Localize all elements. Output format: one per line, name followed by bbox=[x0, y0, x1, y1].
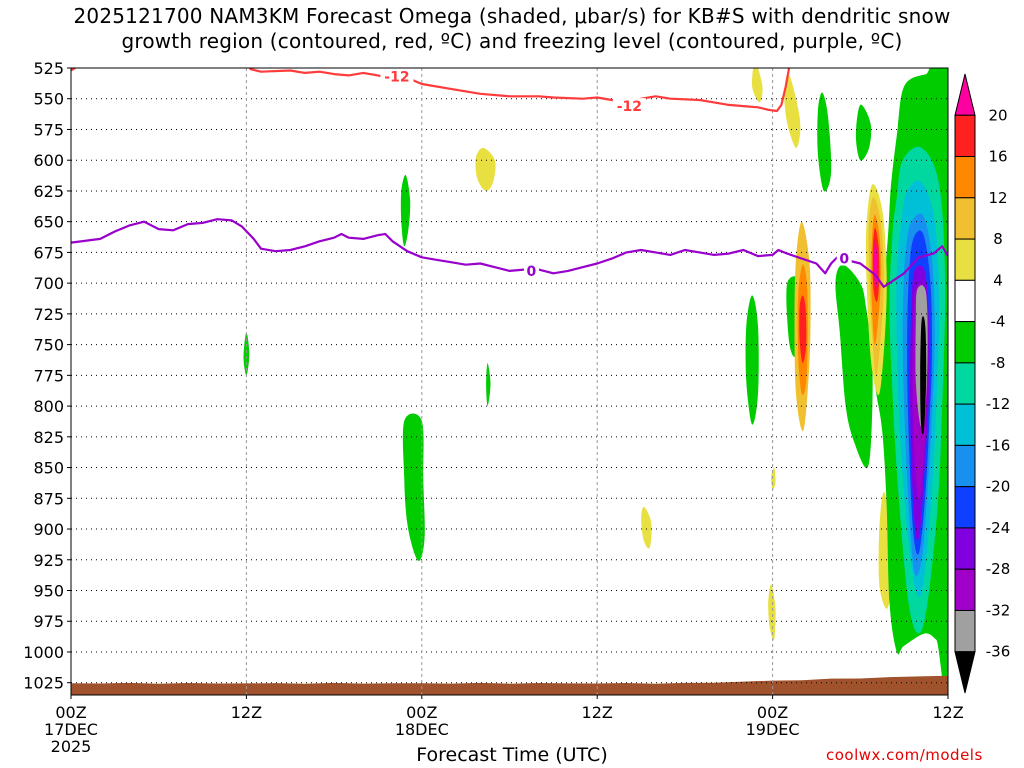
dgz-contour-label-0: -12 bbox=[384, 70, 409, 86]
y-axis: 525 550 575 600 625 650 675 700 725 750 775 800 825 8… bbox=[23, 59, 71, 693]
colorbar-swatch-9 bbox=[954, 444, 976, 488]
colorbar-swatch-7 bbox=[954, 362, 976, 405]
omega-region-7 bbox=[835, 264, 873, 469]
colorbar-label--16: -16 bbox=[986, 436, 1011, 454]
y-tick-label-625: 625 bbox=[33, 182, 64, 201]
omega-region-0 bbox=[400, 174, 411, 247]
freezing-contour-label-1: 0 bbox=[839, 252, 849, 268]
colorbar-swatch-2 bbox=[954, 156, 976, 199]
colorbar-label--8: -8 bbox=[991, 354, 1006, 372]
x-tick-label-60-0: 12Z bbox=[932, 703, 963, 722]
y-tick-label-975: 975 bbox=[33, 612, 64, 631]
y-tick-label-675: 675 bbox=[33, 243, 64, 262]
colorbar-swatch-3 bbox=[954, 197, 976, 240]
dgz-contour-label-bg-0 bbox=[380, 68, 414, 84]
grid-lines bbox=[71, 68, 948, 695]
x-tick-label-0-1: 17DEC bbox=[44, 720, 98, 739]
colorbar-label--20: -20 bbox=[986, 478, 1011, 496]
freezing-contour-label-0: 0 bbox=[527, 264, 537, 280]
colorbar-label--36: -36 bbox=[986, 643, 1011, 661]
contour-labels: -12 -12 0 0 bbox=[380, 68, 852, 280]
colorbar-swatch-1 bbox=[954, 114, 976, 158]
omega-region-24 bbox=[920, 316, 927, 435]
y-tick-label-725: 725 bbox=[33, 305, 64, 324]
omega-region-12 bbox=[641, 506, 652, 549]
chart-title-line-1: 2025121700 NAM3KM Forecast Omega (shaded… bbox=[73, 4, 951, 28]
colorbar-label--12: -12 bbox=[986, 395, 1011, 413]
omega-region-8 bbox=[855, 104, 872, 161]
omega-region-2 bbox=[402, 413, 425, 561]
omega-region-6 bbox=[817, 92, 832, 192]
y-tick-label-600: 600 bbox=[33, 151, 64, 170]
y-tick-label-575: 575 bbox=[33, 120, 64, 139]
colorbar-label-4: 4 bbox=[993, 271, 1003, 289]
source-credit: coolwx.com/models bbox=[826, 746, 983, 764]
y-tick-label-900: 900 bbox=[33, 520, 64, 539]
surface-layer bbox=[71, 675, 948, 695]
x-tick-label-0-2: 2025 bbox=[51, 737, 92, 756]
colorbar-label--4: -4 bbox=[991, 313, 1006, 331]
dgz-contour-line bbox=[71, 68, 791, 113]
x-tick-label-48-0: 00Z bbox=[757, 703, 788, 722]
y-tick-label-950: 950 bbox=[33, 582, 64, 601]
colorbar-label-16: 16 bbox=[988, 148, 1007, 166]
colorbar-swatch-8 bbox=[954, 403, 976, 446]
plot-frame bbox=[70, 67, 949, 696]
colorbar-swatch-4 bbox=[954, 238, 976, 281]
omega-region-27 bbox=[799, 295, 807, 364]
chart-title-line-2: growth region (contoured, red, ºC) and f… bbox=[121, 29, 903, 53]
dgz-contour-label-1: -12 bbox=[617, 99, 642, 115]
y-tick-label-1025: 1025 bbox=[23, 674, 64, 693]
colorbar-label--28: -28 bbox=[986, 560, 1011, 578]
colorbar-bottom-arrow bbox=[954, 651, 976, 694]
y-tick-label-775: 775 bbox=[33, 366, 64, 385]
y-tick-label-750: 750 bbox=[33, 336, 64, 355]
colorbar-swatch-6 bbox=[954, 321, 976, 364]
y-tick-label-825: 825 bbox=[33, 428, 64, 447]
y-tick-label-850: 850 bbox=[33, 459, 64, 478]
dgz-contour-label-bg-1 bbox=[612, 98, 646, 114]
colorbar-swatch-5 bbox=[954, 279, 976, 323]
omega-region-3 bbox=[486, 363, 491, 407]
surface-terrain bbox=[71, 675, 948, 695]
colorbar-label--32: -32 bbox=[986, 601, 1011, 619]
x-tick-label-24-1: 18DEC bbox=[395, 720, 449, 739]
y-tick-label-1000: 1000 bbox=[23, 643, 64, 662]
x-tick-label-48-1: 19DEC bbox=[746, 720, 800, 739]
colorbar-swatch-13 bbox=[954, 609, 976, 653]
y-tick-label-875: 875 bbox=[33, 489, 64, 508]
y-tick-label-925: 925 bbox=[33, 551, 64, 570]
colorbar-swatch-12 bbox=[954, 568, 976, 611]
omega-shading-layer bbox=[243, 68, 948, 692]
y-tick-label-800: 800 bbox=[33, 397, 64, 416]
colorbar-label-12: 12 bbox=[988, 189, 1007, 207]
x-axis-title: Forecast Time (UTC) bbox=[416, 744, 608, 766]
y-tick-label-650: 650 bbox=[33, 213, 64, 232]
colorbar-label-8: 8 bbox=[993, 230, 1003, 248]
omega-region-1 bbox=[243, 332, 250, 376]
omega-region-13 bbox=[768, 584, 776, 641]
x-tick-label-24-0: 00Z bbox=[406, 703, 437, 722]
omega-region-9 bbox=[475, 147, 496, 191]
x-tick-label-12-0: 12Z bbox=[231, 703, 262, 722]
y-tick-label-525: 525 bbox=[33, 59, 64, 78]
colorbar: 20 16 12 8 4 -4 -8 -12 -16 -20 -24 -28 -32 -36 bbox=[954, 73, 1011, 694]
colorbar-top-arrow bbox=[954, 73, 976, 116]
colorbar-label-20: 20 bbox=[988, 106, 1007, 124]
freezing-contour-label-bg-0 bbox=[523, 262, 539, 278]
omega-region-4 bbox=[745, 295, 759, 425]
plot-background bbox=[71, 68, 948, 695]
y-tick-label-700: 700 bbox=[33, 274, 64, 293]
freezing-contour-label-bg-1 bbox=[836, 250, 852, 266]
colorbar-swatch-11 bbox=[954, 527, 976, 570]
omega-region-11 bbox=[751, 68, 763, 103]
colorbar-label--24: -24 bbox=[986, 519, 1011, 537]
chart-title: 2025121700 NAM3KM Forecast Omega (shaded… bbox=[0, 4, 1024, 54]
x-tick-label-0-0: 00Z bbox=[55, 703, 86, 722]
y-tick-label-550: 550 bbox=[33, 90, 64, 109]
x-tick-label-36-0: 12Z bbox=[582, 703, 613, 722]
colorbar-swatch-10 bbox=[954, 486, 976, 529]
